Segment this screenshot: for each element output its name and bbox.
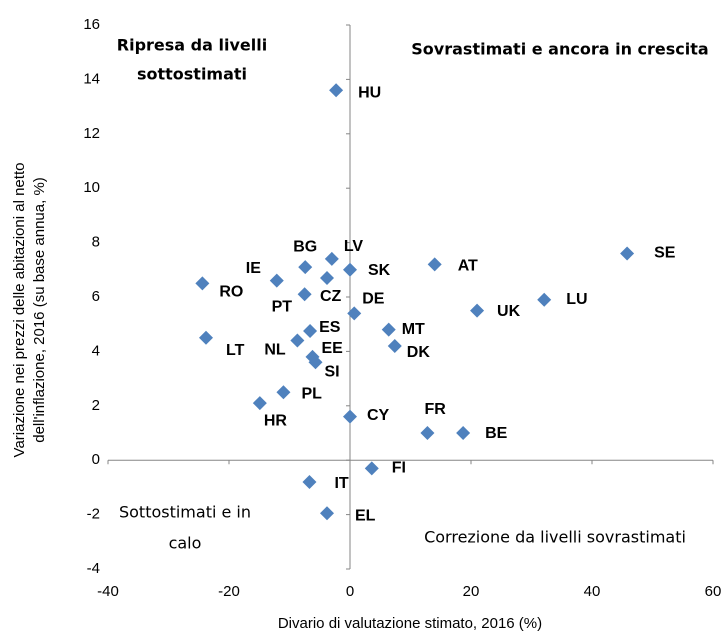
point bbox=[470, 303, 485, 318]
point bbox=[308, 355, 323, 370]
point bbox=[303, 324, 318, 338]
point-label: CZ bbox=[320, 288, 342, 305]
point bbox=[387, 338, 402, 353]
point bbox=[427, 257, 442, 272]
y-tick-label: 6 bbox=[92, 288, 100, 305]
annotation: Sottostimati e in bbox=[119, 503, 251, 522]
point bbox=[290, 333, 305, 348]
x-tick-label: 0 bbox=[346, 583, 354, 600]
x-tick-label: 60 bbox=[705, 583, 722, 600]
point bbox=[320, 506, 335, 521]
point-label: RO bbox=[219, 284, 243, 301]
annotation: Ripresa da livelli bbox=[117, 36, 267, 55]
point bbox=[364, 461, 379, 476]
y-tick-label: 12 bbox=[83, 125, 100, 142]
y-tick-label: 2 bbox=[92, 397, 100, 414]
point bbox=[199, 330, 214, 345]
point bbox=[537, 292, 552, 307]
x-tick-label: -20 bbox=[218, 583, 240, 600]
point-label: CY bbox=[367, 407, 390, 424]
point bbox=[456, 426, 471, 440]
annotation: Correzione da livelli sovrastimati bbox=[424, 528, 686, 547]
point-label: ES bbox=[319, 319, 341, 336]
point-label: FI bbox=[392, 460, 406, 477]
point-label: SI bbox=[325, 363, 340, 380]
x-tick-label: -40 bbox=[97, 583, 119, 600]
point bbox=[252, 396, 267, 411]
y-tick-label: -4 bbox=[87, 560, 100, 577]
point-label: DE bbox=[362, 291, 385, 308]
point-label: PL bbox=[301, 385, 322, 402]
point-label: IE bbox=[246, 260, 261, 277]
point bbox=[298, 260, 313, 275]
point bbox=[302, 474, 317, 489]
point bbox=[329, 83, 344, 98]
point-label: LT bbox=[226, 342, 245, 359]
point bbox=[620, 246, 635, 261]
y-tick-label: -2 bbox=[87, 506, 100, 523]
point bbox=[269, 273, 284, 288]
y-axis-label: Variazione nei prezzi delle abitazioni a… bbox=[11, 163, 28, 458]
x-tick-label: 20 bbox=[463, 583, 480, 600]
point bbox=[320, 270, 335, 285]
point-label: SK bbox=[368, 262, 391, 279]
point-label: HR bbox=[264, 412, 288, 429]
point bbox=[343, 409, 357, 424]
point-label: LV bbox=[344, 238, 364, 255]
point bbox=[343, 262, 357, 277]
point-label: AT bbox=[458, 258, 478, 275]
y-tick-label: 16 bbox=[83, 16, 100, 33]
y-tick-label: 8 bbox=[92, 234, 100, 251]
point bbox=[420, 426, 435, 440]
point bbox=[297, 287, 312, 302]
y-tick-label: 10 bbox=[83, 179, 100, 196]
point-label: FR bbox=[424, 401, 446, 418]
point bbox=[347, 306, 362, 321]
point-label: UK bbox=[497, 303, 521, 320]
point-label: EE bbox=[321, 340, 343, 357]
y-tick-label: 14 bbox=[83, 70, 100, 87]
point-label: PT bbox=[272, 298, 293, 315]
annotation: sottostimati bbox=[137, 65, 247, 84]
annotation: calo bbox=[169, 534, 202, 553]
point-label: EL bbox=[355, 507, 376, 524]
point-label: LU bbox=[566, 291, 587, 308]
annotation: Sovrastimati e ancora in crescita bbox=[411, 40, 708, 59]
y-tick-label: 0 bbox=[92, 451, 100, 468]
point-label: DK bbox=[407, 344, 431, 361]
y-axis-label: dell'inflazione, 2016 (su base annua, %) bbox=[31, 177, 48, 443]
point-label: IT bbox=[334, 475, 348, 492]
point-label: BG bbox=[293, 238, 317, 255]
point bbox=[324, 251, 339, 266]
point-label: MT bbox=[402, 321, 425, 338]
point-label: NL bbox=[264, 342, 286, 359]
point-label: BE bbox=[485, 425, 508, 442]
point bbox=[276, 385, 291, 400]
y-tick-label: 4 bbox=[92, 342, 100, 359]
point bbox=[195, 276, 210, 291]
x-axis-label: Divario di valutazione stimato, 2016 (%) bbox=[278, 615, 542, 632]
point-label: HU bbox=[358, 84, 381, 101]
point bbox=[381, 322, 396, 337]
point-label: SE bbox=[654, 245, 676, 262]
x-tick-label: 40 bbox=[584, 583, 601, 600]
